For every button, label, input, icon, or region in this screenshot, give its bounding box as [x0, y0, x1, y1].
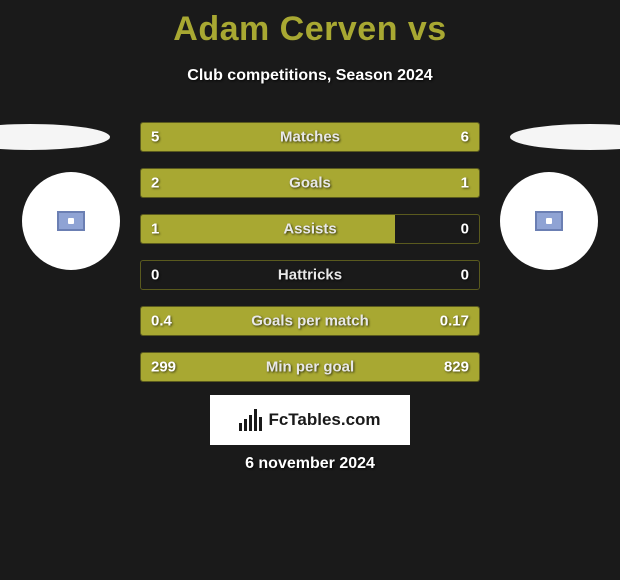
stat-bar-left	[141, 215, 395, 243]
page-title: Adam Cerven vs	[0, 0, 620, 49]
stat-row: 1 0 Assists	[140, 214, 480, 244]
stat-value-right: 1	[461, 175, 469, 192]
fctables-logo: FcTables.com	[210, 395, 410, 445]
stat-label: Goals	[289, 175, 331, 192]
stat-row: 5 6 Matches	[140, 122, 480, 152]
stat-value-right: 0.17	[440, 313, 469, 330]
left-player-badge	[22, 172, 120, 270]
stat-value-right: 0	[461, 221, 469, 238]
stat-value-left: 0	[151, 267, 159, 284]
stat-value-left: 299	[151, 359, 176, 376]
stat-label: Assists	[283, 221, 336, 238]
logo-bars-icon	[239, 409, 262, 431]
right-shadow-ellipse	[510, 124, 620, 150]
left-shadow-ellipse	[0, 124, 110, 150]
logo-text: FcTables.com	[268, 410, 380, 430]
stat-bar-left	[141, 169, 366, 197]
stat-value-left: 0.4	[151, 313, 172, 330]
stat-value-right: 829	[444, 359, 469, 376]
placeholder-image-icon	[535, 211, 563, 231]
stat-row: 0 0 Hattricks	[140, 260, 480, 290]
comparison-bars: 56Matches21Goals10Assists00Hattricks0.40…	[140, 122, 480, 398]
right-player-badge	[500, 172, 598, 270]
stat-label: Hattricks	[278, 267, 342, 284]
subtitle: Club competitions, Season 2024	[0, 67, 620, 85]
stat-label: Goals per match	[251, 313, 369, 330]
stat-row: 299 829 Min per goal	[140, 352, 480, 382]
stat-label: Min per goal	[266, 359, 354, 376]
stat-row: 2 1 Goals	[140, 168, 480, 198]
stat-label: Matches	[280, 129, 340, 146]
stat-row: 0.4 0.17 Goals per match	[140, 306, 480, 336]
stat-value-left: 1	[151, 221, 159, 238]
stat-value-left: 2	[151, 175, 159, 192]
date-label: 6 november 2024	[0, 455, 620, 473]
stat-value-right: 6	[461, 129, 469, 146]
stat-bar-left	[141, 123, 295, 151]
stat-value-left: 5	[151, 129, 159, 146]
placeholder-image-icon	[57, 211, 85, 231]
stat-value-right: 0	[461, 267, 469, 284]
